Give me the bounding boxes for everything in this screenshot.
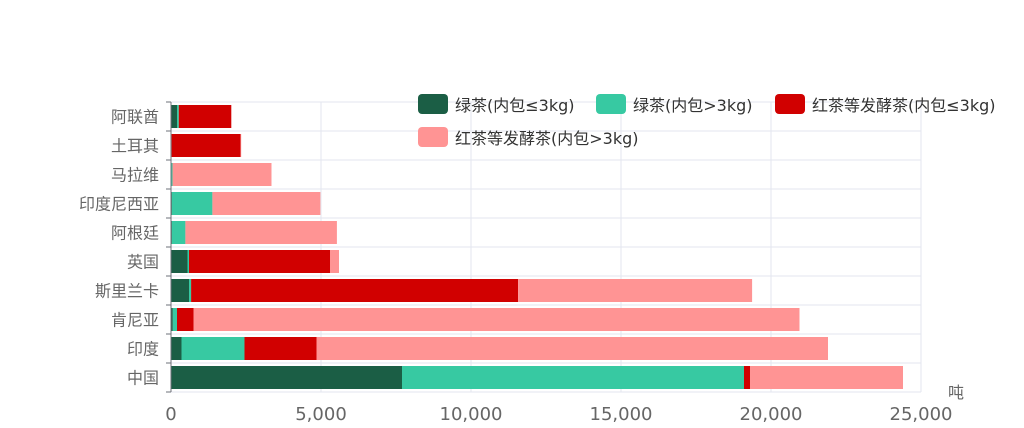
bar-segment[interactable] [189,279,192,302]
bar-segment[interactable] [181,337,245,360]
bar-segment[interactable] [212,192,321,215]
x-tick-label: 10,000 [440,404,503,425]
legend-swatch [418,127,448,147]
legend-swatch [418,94,448,114]
x-tick-label: 0 [165,404,176,425]
bar-segment[interactable] [171,163,173,186]
bar-segment[interactable] [178,105,232,128]
x-tick-label: 25,000 [890,404,953,425]
y-tick-label: 土耳其 [111,137,159,156]
bar-segment[interactable] [171,221,186,244]
bar-segment[interactable] [171,192,213,215]
bar-segment[interactable] [744,366,750,389]
y-tick-label: 斯里兰卡 [95,282,159,301]
y-tick-label: 印度 [127,340,159,359]
grid-lines [170,101,922,393]
legend-label: 红茶等发酵茶(内包≤3kg) [812,96,996,115]
bar-segment[interactable] [750,366,903,389]
legend-item-green-large[interactable]: 绿茶(内包>3kg) [596,92,753,116]
bar-segment[interactable] [171,279,189,302]
bar-segment[interactable] [244,337,317,360]
axes: 中国 印度 肯尼亚 斯里兰卡 英国 阿根廷 印度尼西亚 马拉维 土耳其 阿联酋 0 5,000 10,0… [79,101,953,425]
legend-label: 红茶等发酵茶(内包>3kg) [455,129,639,148]
bar-segment[interactable] [330,250,339,273]
y-tick-label: 阿联酋 [111,108,159,127]
x-tick-label: 20,000 [740,404,803,425]
bar-segment[interactable] [171,105,177,128]
y-tick-label: 印度尼西亚 [79,195,159,214]
legend-label: 绿茶(内包≤3kg) [455,96,575,115]
bar-segment[interactable] [171,366,402,389]
legend-item-red-small[interactable]: 红茶等发酵茶(内包≤3kg) [775,92,996,116]
bars [171,105,903,389]
legend-item-red-large[interactable]: 红茶等发酵茶(内包>3kg) [418,125,639,149]
bar-segment[interactable] [177,105,179,128]
legend-swatch [596,94,626,114]
y-tick-label: 肯尼亚 [111,311,159,330]
y-tick-label: 阿根廷 [111,224,159,243]
x-axis-unit-label: 吨 [948,383,964,402]
bar-segment[interactable] [172,308,177,331]
bar-segment[interactable] [171,308,173,331]
x-tick-label: 15,000 [590,404,653,425]
bar-segment[interactable] [172,163,272,186]
y-tick-label: 英国 [127,253,159,272]
y-tick-label: 中国 [127,369,159,388]
bar-segment[interactable] [187,250,190,273]
bar-segment[interactable] [193,308,800,331]
bar-segment[interactable] [240,134,242,157]
bar-segment[interactable] [171,134,241,157]
bar-segment[interactable] [185,221,337,244]
legend-swatch [775,94,805,114]
bar-segment[interactable] [171,337,182,360]
bar-segment[interactable] [191,279,519,302]
legend-label: 绿茶(内包>3kg) [633,96,753,115]
bar-segment[interactable] [316,337,829,360]
bar-segment[interactable] [177,308,194,331]
bar-segment[interactable] [189,250,330,273]
bar-segment[interactable] [402,366,744,389]
legend-item-green-small[interactable]: 绿茶(内包≤3kg) [418,92,575,116]
y-tick-label: 马拉维 [111,166,159,185]
bar-segment[interactable] [518,279,753,302]
x-tick-label: 5,000 [295,404,347,425]
bar-segment[interactable] [171,250,188,273]
